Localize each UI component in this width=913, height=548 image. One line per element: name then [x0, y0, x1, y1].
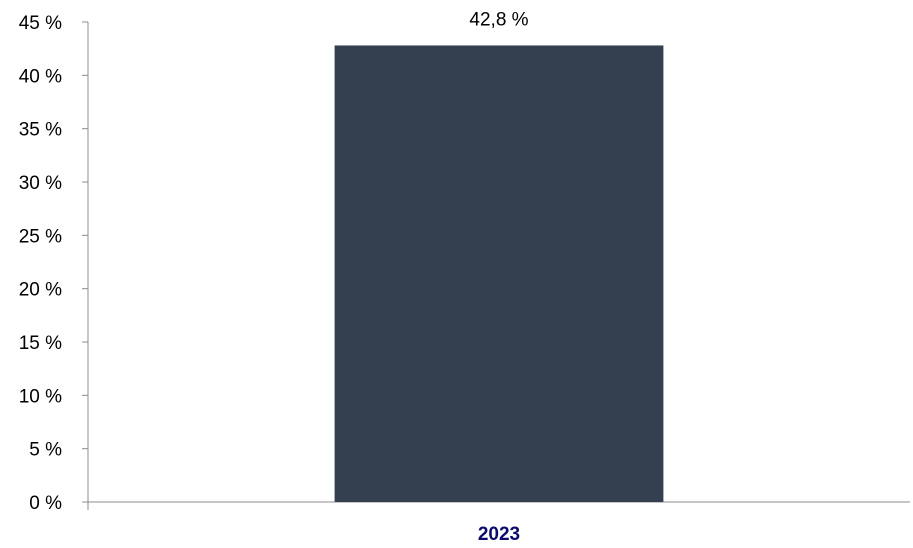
y-tick-label: 40 %	[19, 66, 62, 87]
bars-group	[334, 45, 664, 502]
y-tick-label: 20 %	[19, 280, 62, 301]
y-tick-label: 45 %	[19, 13, 62, 34]
x-category-label: 2023	[478, 524, 520, 545]
bar-2023	[334, 45, 664, 502]
y-tick-label: 30 %	[19, 173, 62, 194]
bar-value-label: 42,8 %	[469, 9, 528, 30]
y-tick-label: 10 %	[19, 386, 62, 407]
data-labels-group: 42,8 %	[469, 9, 528, 30]
y-tick-label: 25 %	[19, 226, 62, 247]
y-axis: 0 % 5 % 10 % 15 % 20 % 25 % 30 % 35 % 40 % 45 %	[19, 13, 89, 514]
y-tick-label: 5 %	[29, 440, 62, 461]
x-axis: 2023	[88, 501, 910, 545]
y-tick-label: 0 %	[29, 493, 62, 514]
y-tick-label: 15 %	[19, 333, 62, 354]
y-tick-label: 35 %	[19, 120, 62, 141]
